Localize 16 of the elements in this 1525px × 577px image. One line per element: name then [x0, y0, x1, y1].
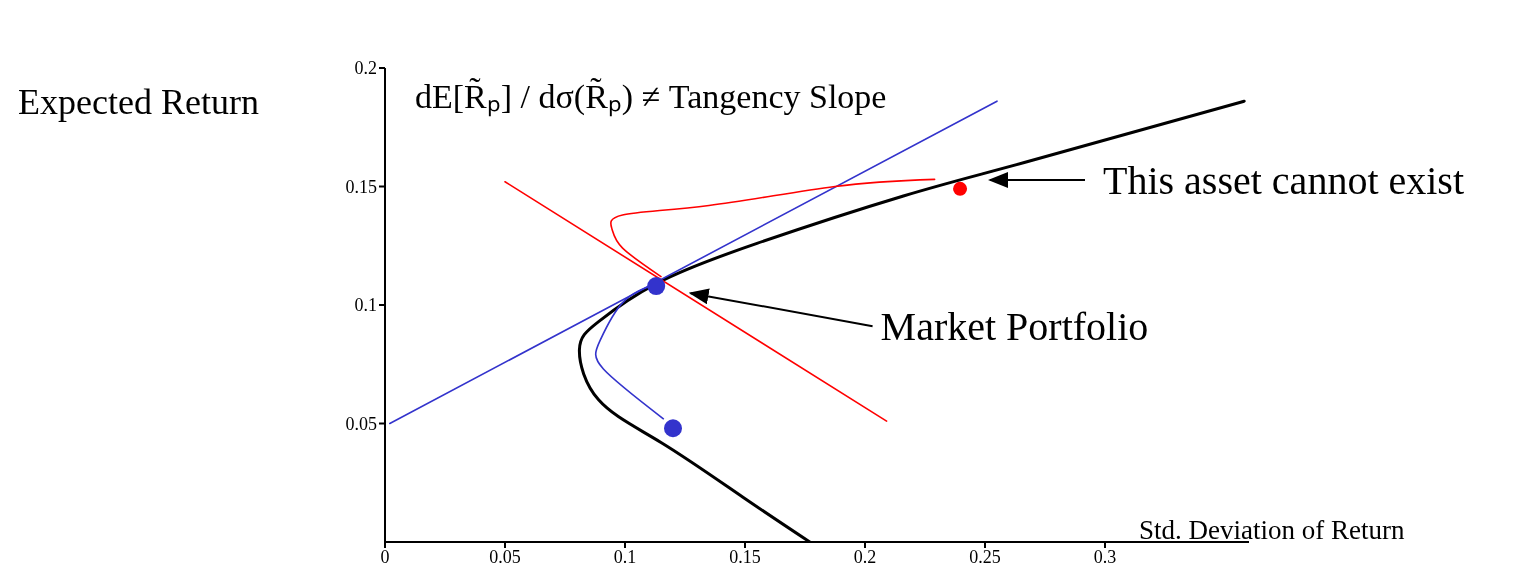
x-tick-label: 0.05: [489, 546, 521, 567]
annotation: This asset cannot exist: [1103, 158, 1465, 203]
x-tick-label: 0.2: [853, 546, 877, 567]
annotation: dE[R̃ₚ] / dσ(R̃ₚ) ≠ Tangency Slope: [415, 77, 887, 117]
annotation: Market Portfolio: [880, 304, 1149, 350]
y-tick-label: 0.1: [354, 295, 377, 316]
y-tick-label: 0.2: [354, 58, 377, 79]
y-tick-label: 0.05: [345, 413, 377, 434]
y-axis-title: Expected Return: [18, 82, 259, 122]
x-axis-title: Std. Deviation of Return: [1139, 515, 1405, 545]
x-tick-label: 0.25: [969, 546, 1001, 567]
y-tick-label: 0.15: [345, 176, 377, 197]
x-tick-label: 0.3: [1093, 546, 1117, 567]
x-tick-label: 0.15: [729, 546, 761, 567]
x-tick-label: 0.1: [613, 546, 637, 567]
x-tick-label: 0: [380, 546, 390, 567]
